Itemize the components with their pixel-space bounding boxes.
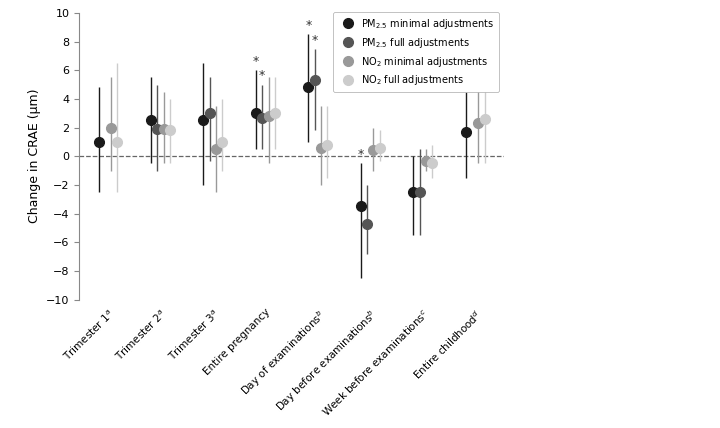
Text: *: * bbox=[312, 33, 318, 47]
Legend: PM$_{2.5}$ minimal adjustments, PM$_{2.5}$ full adjustments, NO$_2$ minimal adju: PM$_{2.5}$ minimal adjustments, PM$_{2.5… bbox=[333, 12, 499, 92]
Text: *: * bbox=[259, 69, 266, 82]
Y-axis label: Change in CRAE (μm): Change in CRAE (μm) bbox=[27, 89, 40, 223]
Text: *: * bbox=[475, 62, 482, 75]
Text: *: * bbox=[253, 55, 259, 68]
Text: *: * bbox=[305, 19, 312, 32]
Text: *: * bbox=[358, 148, 364, 161]
